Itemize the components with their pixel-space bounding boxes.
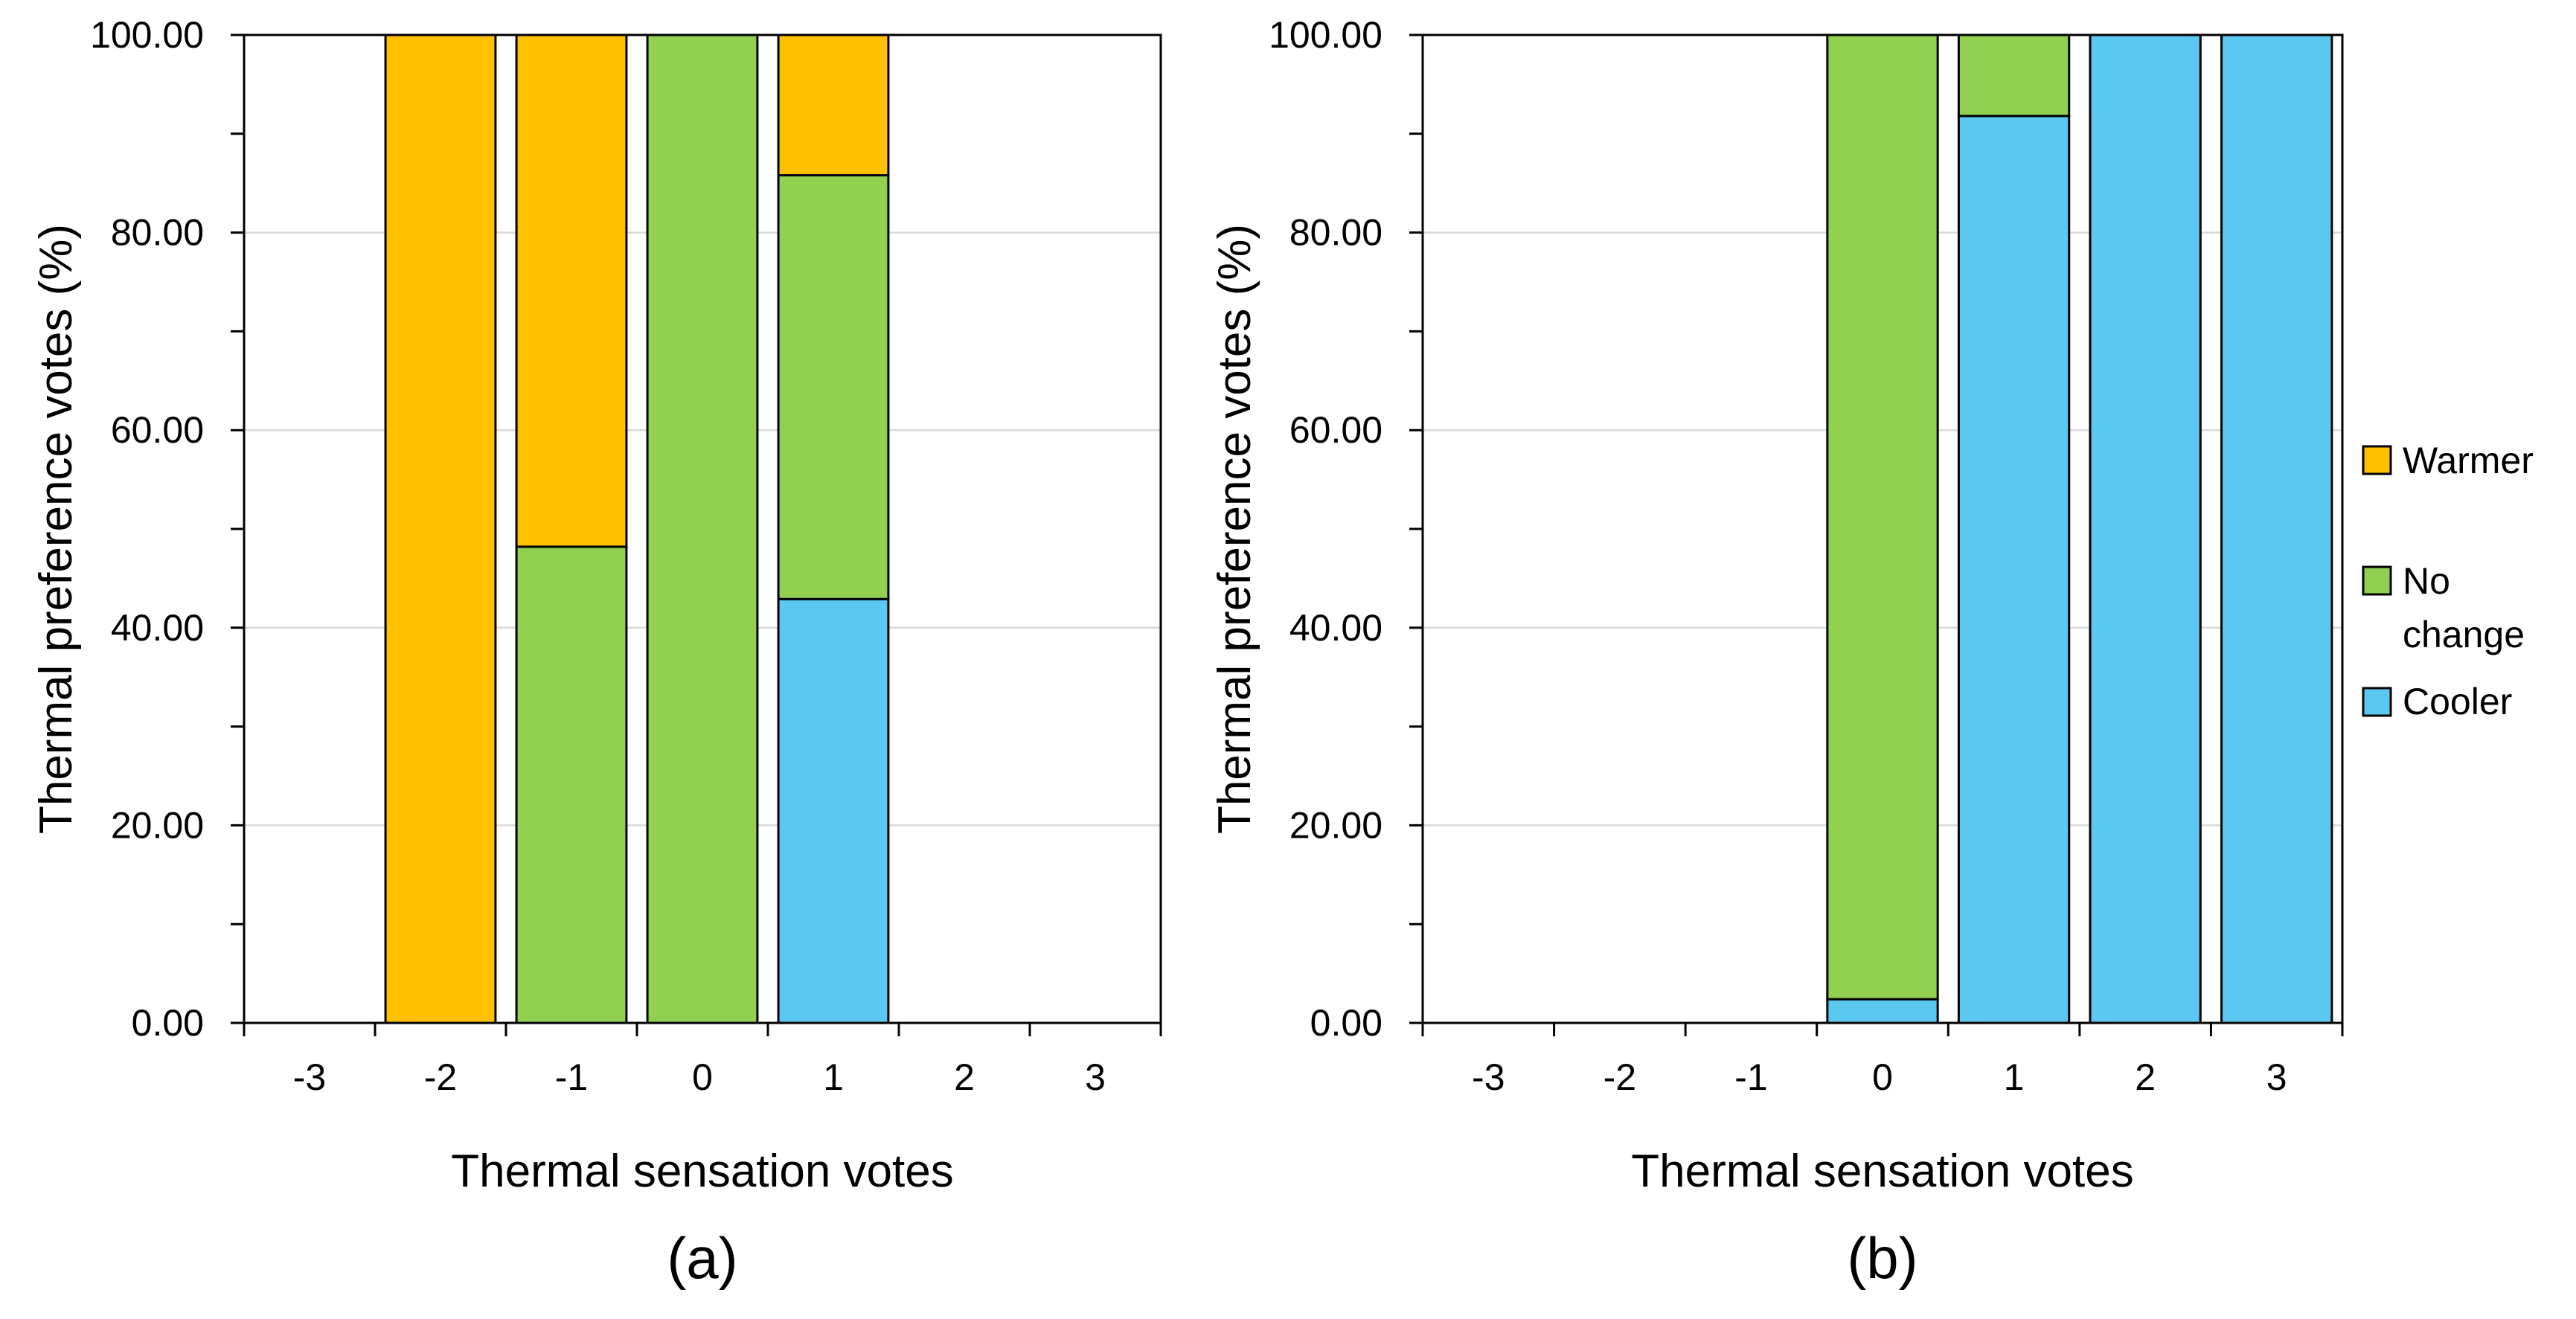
x-tick-label: 0 [1872,1056,1893,1098]
x-tick-label: 2 [954,1056,975,1098]
x-axis-title: Thermal sensation votes [451,1146,953,1197]
x-tick-label: 3 [1085,1056,1106,1098]
y-tick-label: 60.00 [111,409,204,451]
legend-swatch [2362,565,2392,596]
bar-cooler [777,597,890,1024]
legend-label: change [2403,614,2525,655]
bar-cooler [1826,998,1939,1024]
legend-item-no-change: No change [2362,560,2525,655]
bar-cooler [2220,33,2333,1024]
x-tick-label: 1 [823,1056,844,1098]
bar-warmer [777,33,890,177]
legend-item-warmer: Warmer [2362,440,2534,481]
x-tick-label: -1 [1734,1056,1767,1098]
y-tick-label: 40.00 [1289,607,1382,649]
y-tick-label: 60.00 [1289,409,1382,451]
x-tick-label: -3 [1472,1056,1505,1098]
y-axis-title: Thermal preference votes (%) [1209,224,1260,834]
legend-label: Cooler [2403,681,2512,722]
y-tick-label: 20.00 [111,804,204,846]
legend-label: No [2403,560,2450,602]
x-tick-label: -2 [424,1056,457,1098]
x-tick-label: -2 [1603,1056,1636,1098]
y-tick-label: 0.00 [132,1002,204,1044]
y-tick-label: 100.00 [90,14,204,56]
legend-label: Warmer [2403,440,2534,481]
legend-swatch [2362,687,2392,717]
panel-label: (b) [1847,1225,1917,1291]
bar-no-change [515,545,628,1024]
y-tick-label: 80.00 [111,212,204,254]
y-tick-label: 100.00 [1269,14,1382,56]
bar-cooler [1957,115,2071,1024]
panel-label: (a) [667,1225,737,1291]
bar-no-change [777,174,890,600]
bar-warmer [384,33,497,1024]
x-tick-label: 3 [2266,1056,2287,1098]
legend-item-cooler: Cooler [2362,681,2512,722]
x-tick-label: -1 [555,1056,588,1098]
bar-no-change [1957,33,2071,118]
y-tick-label: 40.00 [111,607,204,649]
bar-cooler [2089,33,2202,1024]
bar-warmer [515,33,628,548]
y-tick-label: 20.00 [1289,804,1382,846]
x-axis-title: Thermal sensation votes [1631,1146,2133,1197]
x-tick-label: 0 [692,1056,713,1098]
legend: Warmer No change Cooler [2362,440,2534,722]
chart-panel-a: 0.00 20.00 40.00 60.00 80.00 100.00 -3 -2 -1 0 1 2 3… [31,14,1162,1291]
legend-swatch [2362,445,2392,475]
x-tick-label: 1 [2004,1056,2025,1098]
y-tick-label: 80.00 [1289,212,1382,254]
y-axis-title: Thermal preference votes (%) [31,224,82,834]
x-tick-label: -3 [293,1056,326,1098]
chart-panel-b: 0.00 20.00 40.00 60.00 80.00 100.00 -3 -2 -1 0 1 2 3… [1209,14,2344,1291]
x-tick-label: 2 [2135,1056,2156,1098]
bar-no-change [1826,33,1939,1001]
y-tick-label: 0.00 [1310,1002,1382,1044]
bar-no-change [646,33,759,1024]
